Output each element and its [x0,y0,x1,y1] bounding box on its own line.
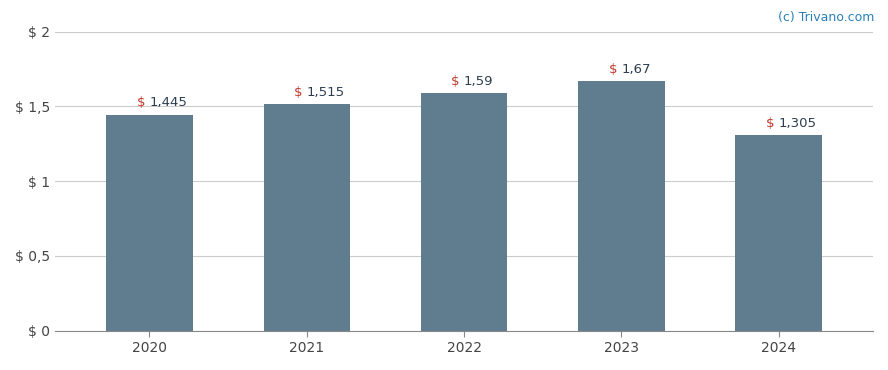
Text: 1,445: 1,445 [149,96,187,110]
Text: 1,515: 1,515 [306,86,345,99]
Bar [107,115,193,330]
Bar [264,104,350,330]
Bar [735,135,822,330]
Text: $: $ [608,63,622,76]
Text: $: $ [451,75,464,88]
Text: $: $ [765,117,779,130]
Text: (c) Trivano.com: (c) Trivano.com [778,11,875,24]
Bar [421,93,507,330]
Text: 1,67: 1,67 [622,63,651,76]
Bar [578,81,664,330]
Text: $: $ [137,96,149,110]
Text: 1,305: 1,305 [779,117,817,130]
Text: $: $ [294,86,306,99]
Text: 1,59: 1,59 [464,75,494,88]
